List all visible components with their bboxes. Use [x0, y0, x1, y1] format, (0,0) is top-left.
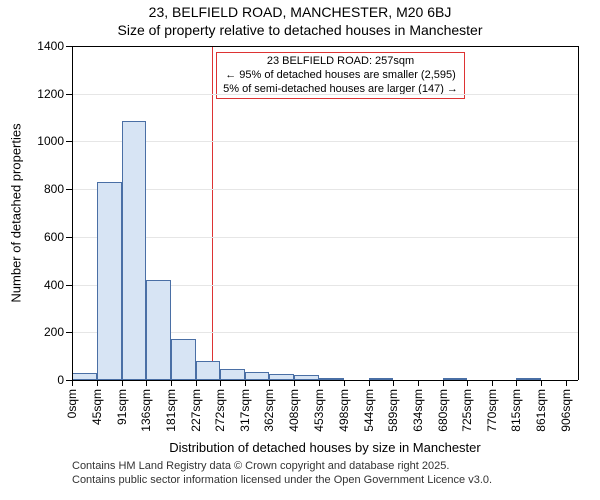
- y-tick-label: 400: [28, 278, 64, 292]
- attribution-line-2: Contains public sector information licen…: [72, 474, 492, 488]
- axis-frame: [72, 380, 578, 381]
- axis-frame: [578, 46, 579, 380]
- histogram-bar: [220, 369, 245, 380]
- chart-title-1: 23, BELFIELD ROAD, MANCHESTER, M20 6BJ: [0, 4, 600, 20]
- histogram-bar: [97, 182, 122, 380]
- x-tick-label: 770sqm: [485, 389, 499, 432]
- y-tick-label: 1400: [28, 39, 64, 53]
- x-tick-label: 544sqm: [362, 389, 376, 432]
- x-tick-label: 45sqm: [90, 389, 104, 425]
- gridline: [72, 189, 578, 190]
- annotation-line-2: ← 95% of detached houses are smaller (2,…: [223, 69, 458, 83]
- x-tick-label: 181sqm: [164, 389, 178, 432]
- x-tick-label: 589sqm: [386, 389, 400, 432]
- gridline: [72, 237, 578, 238]
- chart-container: 23, BELFIELD ROAD, MANCHESTER, M20 6BJ S…: [0, 0, 600, 500]
- x-tick-label: 227sqm: [189, 389, 203, 432]
- x-tick-label: 272sqm: [213, 389, 227, 432]
- attribution-line-1: Contains HM Land Registry data © Crown c…: [72, 460, 492, 474]
- gridline: [72, 141, 578, 142]
- y-tick-label: 0: [28, 373, 64, 387]
- histogram-bar: [196, 361, 221, 380]
- x-tick-label: 317sqm: [238, 389, 252, 432]
- x-tick-label: 91sqm: [115, 389, 129, 425]
- x-tick-label: 0sqm: [65, 389, 79, 418]
- x-tick-label: 408sqm: [287, 389, 301, 432]
- histogram-bar: [122, 121, 147, 380]
- plot-area: 23 BELFIELD ROAD: 257sqm ← 95% of detach…: [72, 46, 578, 380]
- x-tick-label: 498sqm: [337, 389, 351, 432]
- x-tick-label: 136sqm: [139, 389, 153, 432]
- chart-title-2: Size of property relative to detached ho…: [0, 22, 600, 38]
- axis-frame: [72, 46, 73, 380]
- y-tick-label: 600: [28, 230, 64, 244]
- y-axis-label: Number of detached properties: [9, 123, 24, 302]
- histogram-bar: [171, 339, 196, 380]
- x-tick-label: 362sqm: [262, 389, 276, 432]
- attribution: Contains HM Land Registry data © Crown c…: [72, 460, 492, 488]
- histogram-bar: [245, 372, 270, 380]
- x-tick-label: 634sqm: [411, 389, 425, 432]
- x-tick-label: 815sqm: [509, 389, 523, 432]
- histogram-bar: [146, 280, 171, 380]
- histogram-bar: [72, 373, 97, 380]
- gridline: [72, 94, 578, 95]
- y-tick-label: 1200: [28, 87, 64, 101]
- x-tick-label: 725sqm: [460, 389, 474, 432]
- annotation-box: 23 BELFIELD ROAD: 257sqm ← 95% of detach…: [216, 52, 465, 99]
- annotation-line-1: 23 BELFIELD ROAD: 257sqm: [223, 55, 458, 69]
- x-axis-label: Distribution of detached houses by size …: [169, 440, 480, 455]
- y-tick-label: 1000: [28, 134, 64, 148]
- y-tick-label: 800: [28, 182, 64, 196]
- axis-frame: [72, 46, 578, 47]
- x-tick-label: 453sqm: [312, 389, 326, 432]
- marker-line: [212, 46, 213, 380]
- x-tick-label: 906sqm: [559, 389, 573, 432]
- y-tick-label: 200: [28, 325, 64, 339]
- x-tick-label: 680sqm: [436, 389, 450, 432]
- x-tick-label: 861sqm: [534, 389, 548, 432]
